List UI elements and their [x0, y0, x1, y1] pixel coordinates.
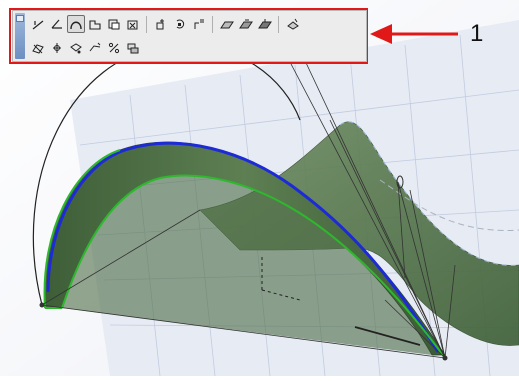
toolbar-separator — [278, 15, 279, 33]
toolbar-menu-icon[interactable] — [16, 15, 24, 22]
surface-a-icon[interactable] — [218, 15, 236, 33]
link-points-icon[interactable] — [86, 39, 104, 57]
tool-extra-icon[interactable] — [284, 15, 302, 33]
callout-number: 1 — [470, 20, 484, 47]
arch-boundary-edge[interactable] — [43, 149, 446, 359]
toolbar-drag-handle[interactable] — [15, 13, 25, 59]
axis-indicator — [261, 255, 421, 346]
percent-icon[interactable] — [105, 39, 123, 57]
surface-c-icon[interactable] — [256, 15, 274, 33]
surface-b-icon[interactable] — [237, 15, 255, 33]
angle-icon[interactable] — [48, 15, 66, 33]
toolbar-row-2 — [29, 38, 143, 58]
callout-arrow — [370, 24, 458, 44]
toolbar-row-1 — [29, 14, 303, 34]
box-delete-icon[interactable] — [124, 15, 142, 33]
toolbar-separator — [212, 15, 213, 33]
face-copy-icon[interactable] — [105, 15, 123, 33]
align-points-icon[interactable] — [190, 15, 208, 33]
control-lines — [41, 19, 456, 359]
weld-icon[interactable] — [67, 39, 85, 57]
edit-point-icon[interactable] — [152, 15, 170, 33]
paint-mesh-icon[interactable] — [29, 39, 47, 57]
layer-stack-icon[interactable] — [124, 39, 142, 57]
anchor-point-right[interactable] — [442, 355, 448, 361]
line-edge-icon[interactable] — [29, 15, 47, 33]
curve-span-icon[interactable] — [67, 15, 85, 33]
rect-face-icon[interactable] — [86, 15, 104, 33]
rotate-point-icon[interactable] — [171, 15, 189, 33]
toolbar-separator — [146, 15, 147, 33]
control-handle[interactable] — [396, 175, 404, 189]
anchor-point-left[interactable] — [39, 302, 45, 308]
inspect-icon[interactable] — [48, 39, 66, 57]
editing-toolbar[interactable] — [12, 10, 367, 62]
arch-top-edge[interactable] — [46, 141, 440, 353]
